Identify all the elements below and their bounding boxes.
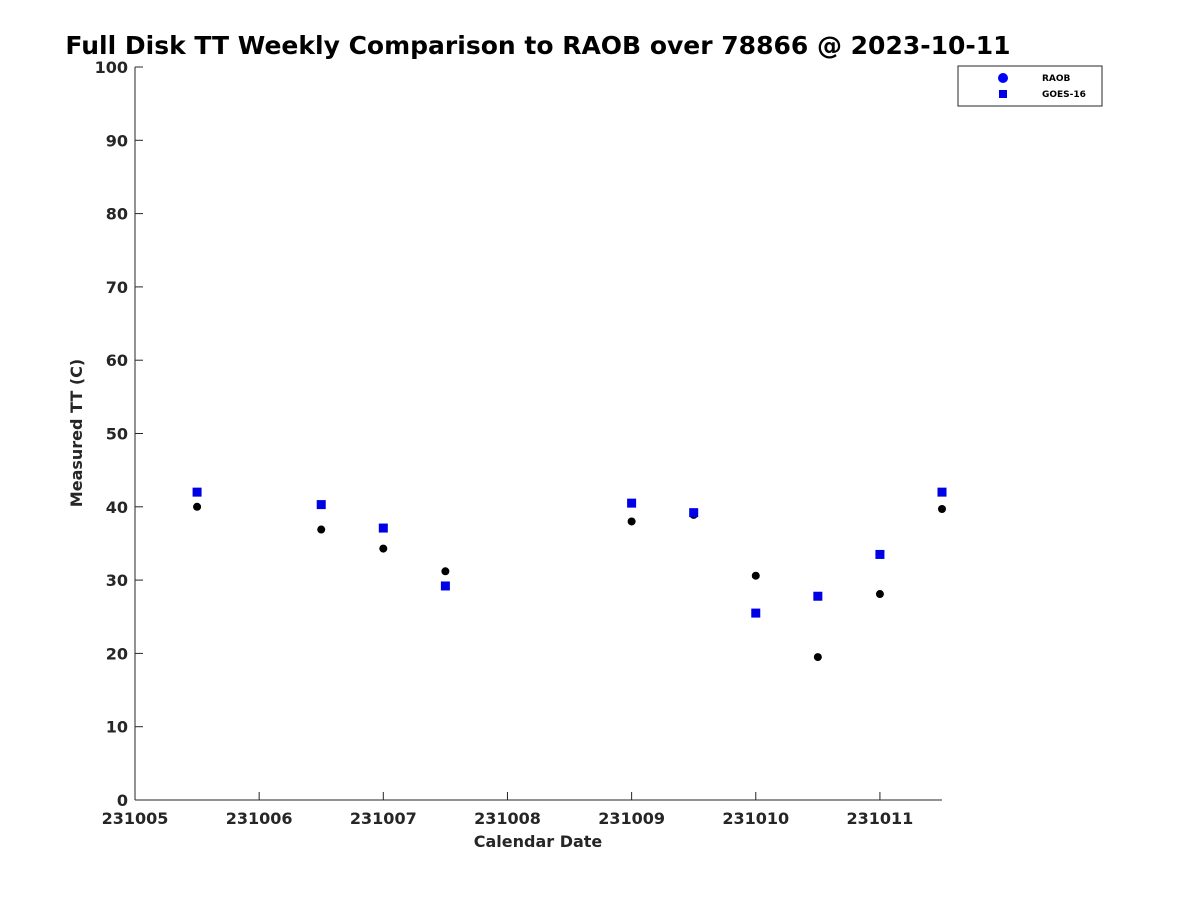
legend: RAOB GOES-16 <box>957 65 1103 107</box>
raob-point <box>627 517 636 526</box>
raob-point <box>875 590 884 599</box>
goes16-point <box>751 608 761 618</box>
plot-axes <box>134 67 942 801</box>
goes16-point <box>937 487 947 497</box>
goes16-point <box>192 487 202 497</box>
legend-marker-goes16 <box>999 90 1007 98</box>
y-tick-label: 100 <box>95 58 128 77</box>
raob-point <box>193 502 202 511</box>
goes16-point <box>378 523 388 533</box>
x-tick-label: 231005 <box>102 809 169 828</box>
y-axis-label: Measured TT (C) <box>67 359 86 507</box>
y-tick-label: 10 <box>106 718 128 737</box>
x-tick-label: 231006 <box>226 809 293 828</box>
series-goes-16 <box>192 487 947 618</box>
legend-label: GOES-16 <box>1042 90 1086 100</box>
raob-point <box>813 653 822 662</box>
raob-point <box>317 525 326 534</box>
chart-title: Full Disk TT Weekly Comparison to RAOB o… <box>65 31 1010 60</box>
x-tick-label: 231008 <box>474 809 541 828</box>
x-tick-label: 231007 <box>350 809 417 828</box>
raob-point <box>938 504 946 513</box>
y-tick-label: 40 <box>106 498 128 517</box>
y-tick-label: 50 <box>106 425 128 444</box>
y-tick-label: 0 <box>117 791 128 810</box>
raob-point <box>751 571 760 580</box>
x-tick-label: 231009 <box>598 809 665 828</box>
y-tick-label: 20 <box>106 644 128 663</box>
x-tick-label: 231011 <box>847 809 914 828</box>
raob-point <box>441 567 450 576</box>
y-tick-label: 90 <box>106 131 128 150</box>
legend-label: RAOB <box>1042 74 1071 84</box>
goes16-point <box>440 581 450 591</box>
x-axis-label: Calendar Date <box>474 832 603 851</box>
goes16-point <box>316 500 326 510</box>
y-tick-label: 30 <box>106 571 128 590</box>
x-tick-label: 231010 <box>722 809 789 828</box>
legend-marker-raob <box>998 73 1008 83</box>
goes16-point <box>689 508 699 518</box>
series-raob <box>193 502 946 662</box>
y-tick-label: 80 <box>106 205 128 224</box>
x-ticks: 231005 231006 231007 231008 231009 231010 2310… <box>102 792 914 828</box>
legend-box <box>957 65 1103 107</box>
goes16-point <box>627 498 637 508</box>
data-points <box>192 487 947 662</box>
y-ticks: 0 10 20 30 40 50 60 70 80 90 100 <box>95 58 143 810</box>
y-tick-label: 70 <box>106 278 128 297</box>
goes16-point <box>875 549 885 559</box>
y-tick-label: 60 <box>106 351 128 370</box>
goes16-point <box>813 591 823 601</box>
raob-point <box>379 544 388 553</box>
